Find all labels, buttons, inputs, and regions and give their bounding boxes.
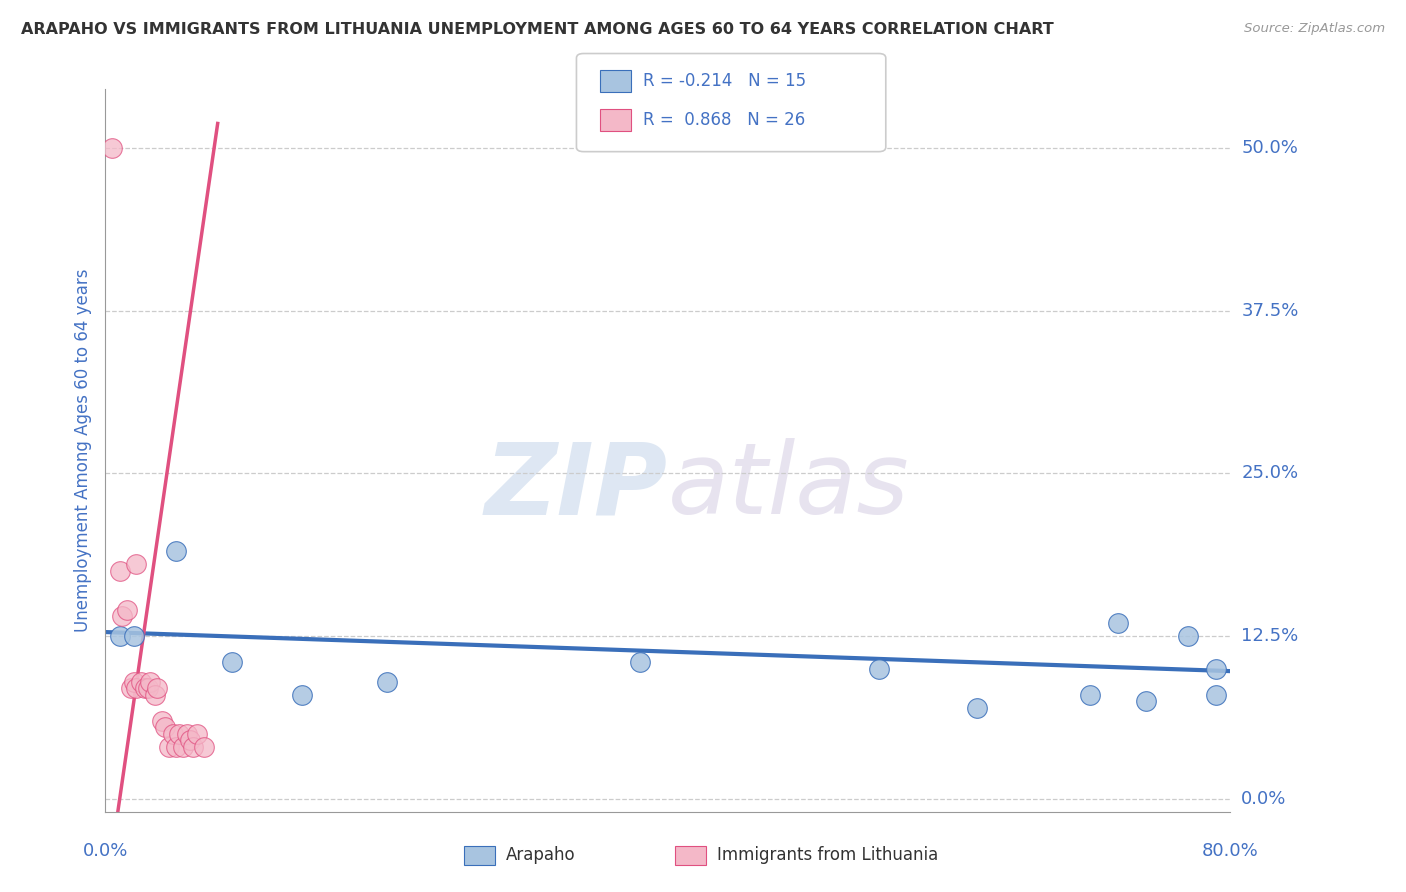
- Text: 12.5%: 12.5%: [1241, 627, 1299, 645]
- Point: [193, 739, 215, 754]
- Text: 37.5%: 37.5%: [1241, 301, 1299, 319]
- Point: [122, 629, 145, 643]
- Point: [176, 726, 198, 740]
- Point: [1177, 629, 1199, 643]
- Text: ARAPAHO VS IMMIGRANTS FROM LITHUANIA UNEMPLOYMENT AMONG AGES 60 TO 64 YEARS CORR: ARAPAHO VS IMMIGRANTS FROM LITHUANIA UNE…: [21, 22, 1054, 37]
- Point: [165, 544, 187, 558]
- Text: 0.0%: 0.0%: [1241, 789, 1286, 807]
- Point: [157, 739, 180, 754]
- Point: [1107, 615, 1129, 630]
- Point: [375, 674, 398, 689]
- Point: [134, 681, 156, 695]
- Text: 50.0%: 50.0%: [1241, 139, 1298, 157]
- Point: [162, 726, 184, 740]
- Point: [1135, 694, 1157, 708]
- Point: [167, 726, 190, 740]
- Point: [1078, 688, 1101, 702]
- Point: [1205, 661, 1227, 675]
- Point: [1205, 688, 1227, 702]
- Point: [115, 603, 138, 617]
- Text: Immigrants from Lithuania: Immigrants from Lithuania: [717, 847, 938, 864]
- Point: [181, 739, 204, 754]
- Point: [136, 681, 159, 695]
- Point: [111, 609, 134, 624]
- Point: [139, 674, 162, 689]
- Text: R =  0.868   N = 26: R = 0.868 N = 26: [643, 111, 804, 129]
- Y-axis label: Unemployment Among Ages 60 to 64 years: Unemployment Among Ages 60 to 64 years: [73, 268, 91, 632]
- Point: [966, 700, 988, 714]
- Point: [108, 629, 131, 643]
- Point: [186, 726, 208, 740]
- Point: [122, 674, 145, 689]
- Point: [125, 681, 148, 695]
- Point: [153, 720, 176, 734]
- Point: [150, 714, 173, 728]
- Point: [291, 688, 314, 702]
- Point: [868, 661, 890, 675]
- Point: [628, 655, 651, 669]
- Point: [221, 655, 243, 669]
- Point: [172, 739, 194, 754]
- Text: R = -0.214   N = 15: R = -0.214 N = 15: [643, 71, 806, 90]
- Text: ZIP: ZIP: [485, 438, 668, 535]
- Text: 25.0%: 25.0%: [1241, 464, 1299, 483]
- Text: 80.0%: 80.0%: [1202, 842, 1258, 860]
- Point: [165, 739, 187, 754]
- Point: [179, 733, 201, 747]
- Point: [129, 674, 152, 689]
- Text: atlas: atlas: [668, 438, 910, 535]
- Point: [101, 141, 124, 155]
- Point: [146, 681, 169, 695]
- Text: Arapaho: Arapaho: [506, 847, 576, 864]
- Text: 0.0%: 0.0%: [83, 842, 128, 860]
- Text: Source: ZipAtlas.com: Source: ZipAtlas.com: [1244, 22, 1385, 36]
- Point: [108, 564, 131, 578]
- Point: [125, 558, 148, 572]
- Point: [120, 681, 142, 695]
- Point: [143, 688, 166, 702]
